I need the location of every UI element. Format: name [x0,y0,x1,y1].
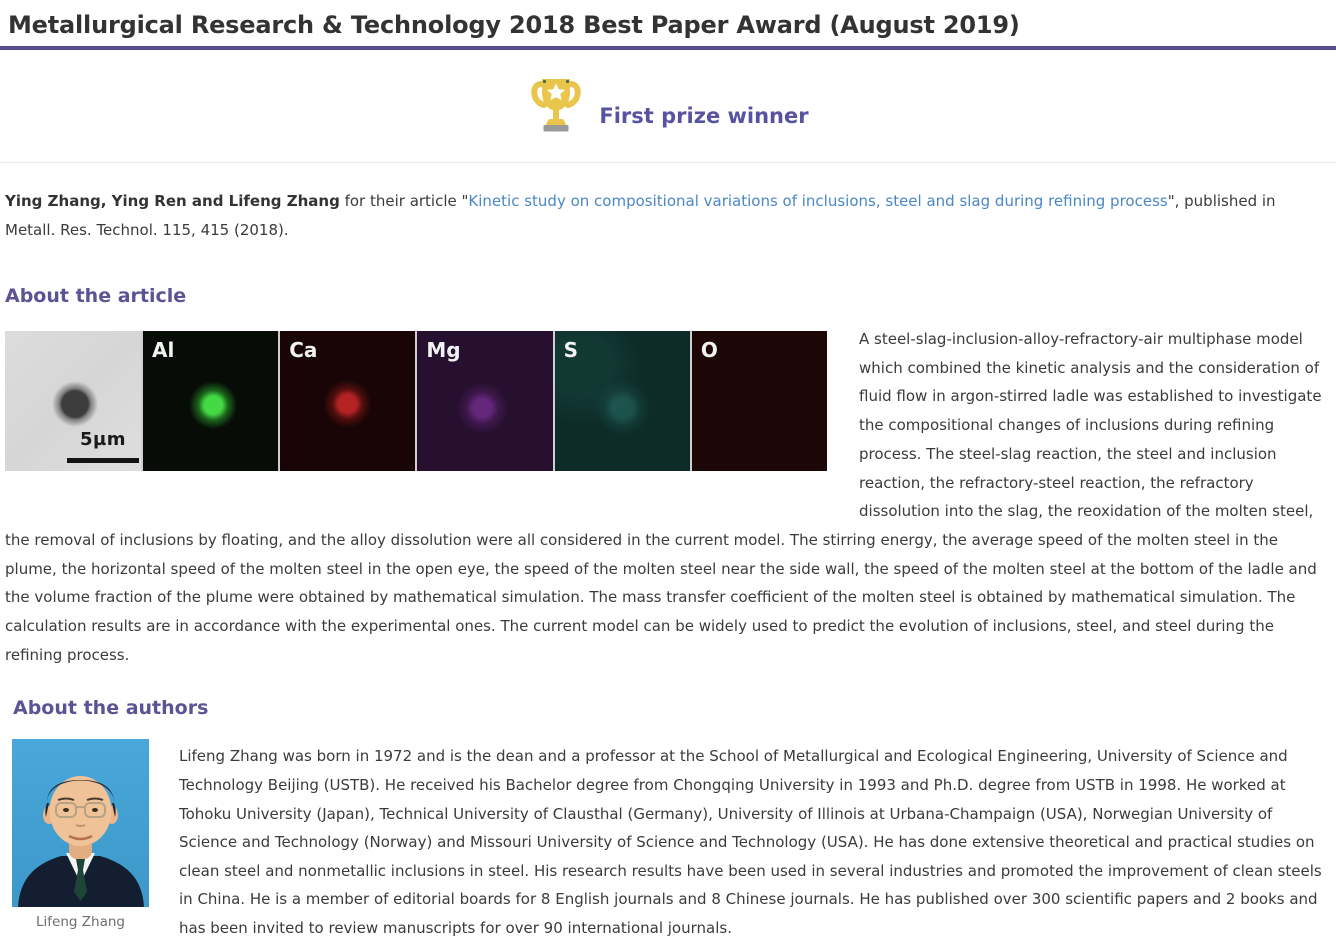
page-title: Metallurgical Research & Technology 2018… [8,11,1020,39]
author-card: Lifeng Zhang [12,739,149,942]
figure-panel-oxygen-map: O [691,331,828,471]
author-name-caption: Lifeng Zhang [36,914,125,931]
article-title-link[interactable]: Kinetic study on compositional variation… [468,192,1168,210]
article-description-block: 5µm Al Ca Mg S O A steel-slag-inclusion-… [5,325,1331,669]
prize-banner: First prize winner [0,72,1336,134]
scale-label: 5µm [79,429,127,451]
section-divider [0,162,1336,163]
figure-panel-aluminium-map: Al [143,331,281,471]
author-section: Lifeng Zhang Lifeng Zhang was born in 19… [12,739,1331,942]
panel-label-al: Al [152,338,175,362]
figure-panel-sem-image: 5µm [5,331,143,471]
article-abstract-text: A steel-slag-inclusion-alloy-refractory-… [5,330,1322,664]
scale-bar [67,458,139,463]
citation-authors: Ying Zhang, Ying Ren and Lifeng Zhang [5,192,340,210]
page-header: Metallurgical Research & Technology 2018… [0,0,1336,50]
about-article-heading: About the article [5,285,187,307]
about-authors-heading: About the authors [13,697,209,720]
prize-label: First prize winner [599,104,809,128]
citation: Ying Zhang, Ying Ren and Lifeng Zhang fo… [5,187,1305,245]
citation-post-link: ", published in Metall. Res. Technol. 11… [5,192,1276,239]
panel-label-s: S [563,338,579,362]
figure-panel-calcium-map: Ca [280,331,418,471]
inclusion-elemental-map-figure: 5µm Al Ca Mg S O [5,331,828,471]
panel-label-o: O [700,338,718,362]
citation-pre-link: for their article " [339,192,469,210]
title-underline-rule [0,46,1336,50]
panel-label-ca: Ca [289,338,318,362]
figure-panel-magnesium-map: Mg [417,331,555,471]
figure-panel-sulfur-map: S [554,331,692,471]
scale-bar-group: 5µm [67,426,139,463]
author-bio-text: Lifeng Zhang was born in 1972 and is the… [179,747,1322,937]
panel-label-mg: Mg [426,338,461,362]
author-photo [12,739,149,908]
trophy-icon [527,72,585,134]
